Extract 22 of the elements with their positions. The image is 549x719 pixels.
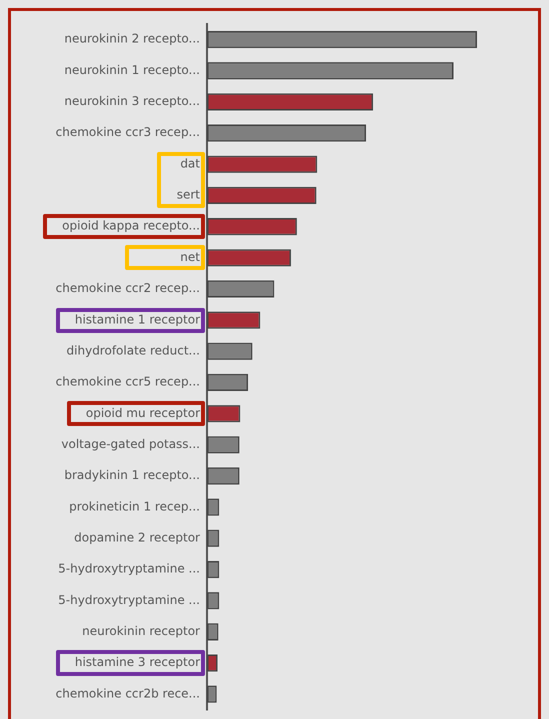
- y-tick-label: chemokine ccr3 recep...: [56, 125, 200, 140]
- y-tick-label: dopamine 2 receptor: [74, 530, 200, 544]
- y-tick-label: chemokine ccr2b rece...: [56, 686, 200, 700]
- y-tick-label: dihydrofolate reduct...: [66, 343, 200, 358]
- y-tick-label: prokineticin 1 recep...: [69, 499, 200, 514]
- y-tick-label: bradykinin 1 recepto...: [64, 468, 200, 482]
- y-tick-label: chemokine ccr5 recep...: [56, 374, 200, 389]
- y-tick-label: neurokinin 1 recepto...: [64, 62, 200, 77]
- y-tick-label: 5-hydroxytryptamine ...: [58, 592, 200, 607]
- y-tick-label: neurokinin 3 recepto...: [64, 94, 200, 108]
- y-tick-label: dat: [180, 156, 200, 170]
- y-tick-label: 5-hydroxytryptamine ...: [58, 562, 200, 576]
- y-tick-label: opioid mu receptor: [86, 406, 200, 420]
- y-tick-label: histamine 3 receptor: [74, 655, 200, 670]
- y-tick-label: voltage-gated potass...: [61, 436, 200, 451]
- y-tick-label: chemokine ccr2 recep...: [56, 281, 200, 296]
- y-tick-label: net: [180, 250, 200, 264]
- y-tick-label: sert: [176, 188, 200, 202]
- y-tick-label: histamine 1 receptor: [74, 312, 200, 326]
- y-tick-label: neurokinin receptor: [82, 624, 200, 638]
- y-tick-label: opioid kappa recepto...: [62, 218, 200, 233]
- y-tick-label: neurokinin 2 recepto...: [64, 32, 200, 46]
